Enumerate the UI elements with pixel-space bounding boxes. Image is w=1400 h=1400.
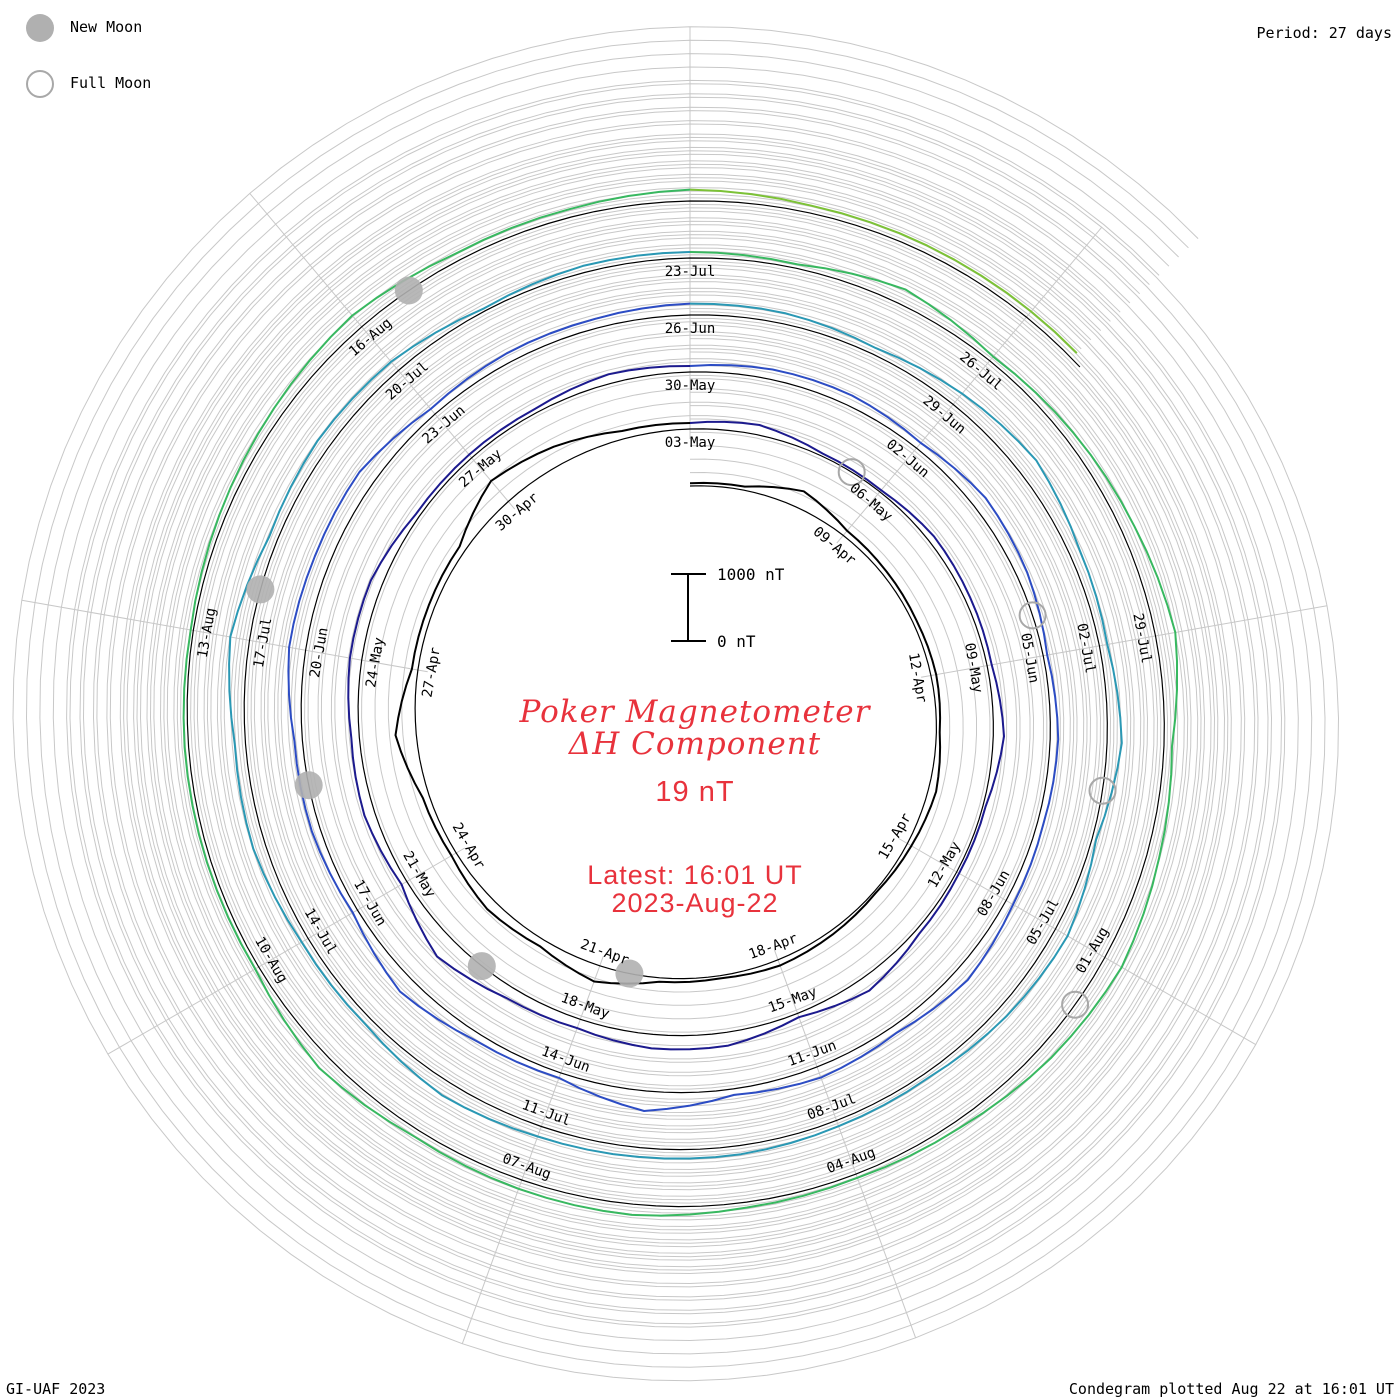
grid-spiral-5 <box>119 133 1232 1275</box>
legend-full-moon-label: Full Moon <box>70 74 152 92</box>
full-moon-marker-1 <box>837 458 866 487</box>
grid-spiral-13 <box>12 26 1340 1382</box>
new-moon-marker-4 <box>246 575 275 604</box>
scale-bar-bottom-label: 0 nT <box>717 632 756 651</box>
grid-spiral-3 <box>146 160 1206 1248</box>
baseline-spiral <box>186 200 1165 1208</box>
date-label-18-apr: 18-Apr <box>747 931 800 963</box>
date-label-24-apr: 24-Apr <box>449 820 488 872</box>
date-label-26-jun: 26-Jun <box>665 321 716 337</box>
spiral-baseline <box>186 200 1165 1208</box>
grid-spiral-8 <box>79 93 1273 1315</box>
period-label: Period: 27 days <box>1256 24 1392 42</box>
moon-phase-markers <box>246 276 1117 1019</box>
date-label-20-jun: 20-Jun <box>307 626 332 679</box>
date-label-02-jun: 02-Jun <box>883 436 932 481</box>
trace-segment-1 <box>394 422 942 985</box>
date-label-05-jun: 05-Jun <box>1017 632 1042 685</box>
date-label-30-may: 30-May <box>665 378 716 394</box>
full-moon-icon <box>26 70 54 98</box>
spoke-3 <box>921 605 1328 678</box>
date-label-23-jul: 23-Jul <box>665 264 716 280</box>
footer-plot-time: Condegram plotted Aug 22 at 16:01 UT <box>1068 1380 1394 1398</box>
date-label-12-may: 12-May <box>925 839 964 891</box>
date-label-27-apr: 27-Apr <box>419 646 444 699</box>
grid-spiral-9 <box>66 79 1286 1328</box>
grid-spiral-2 <box>159 173 1192 1234</box>
spoke-15 <box>107 847 466 1055</box>
date-label-30-apr: 30-Apr <box>493 490 542 535</box>
full-moon-marker-3 <box>1088 776 1117 805</box>
date-label-12-apr: 12-Apr <box>905 652 930 705</box>
date-label-15-apr: 15-Apr <box>876 811 915 863</box>
date-label-23-jun: 23-Jun <box>419 403 468 448</box>
grid-spiral-11 <box>39 53 1313 1355</box>
new-moon-marker-1 <box>615 959 644 988</box>
spiral-grid <box>12 26 1340 1382</box>
date-label-03-may: 03-May <box>665 435 716 451</box>
date-label-02-jul: 02-Jul <box>1073 622 1098 675</box>
new-moon-marker-5 <box>394 276 423 305</box>
date-label-09-may: 09-May <box>961 642 986 695</box>
spoke-12 <box>461 956 604 1344</box>
scale-bar: 1000 nT 0 nT <box>671 565 785 651</box>
grid-spiral-7 <box>92 106 1259 1301</box>
date-label-24-may: 24-May <box>363 636 388 689</box>
grid-spiral-1 <box>173 187 1179 1221</box>
trace-segment-2 <box>347 365 1005 1051</box>
spoke-9 <box>774 950 917 1338</box>
date-label-27-may: 27-May <box>456 446 505 491</box>
trace-segment-3 <box>287 302 1060 1112</box>
date-spokes <box>21 26 1328 1344</box>
grid-spiral-10 <box>52 66 1299 1342</box>
legend-new-moon-label: New Moon <box>70 18 143 36</box>
trace-segment-5 <box>182 188 1178 1217</box>
trace-segment-4 <box>228 251 1123 1160</box>
date-label-17-jul: 17-Jul <box>251 617 276 670</box>
date-label-21-apr: 21-Apr <box>578 936 631 968</box>
date-label-29-jul: 29-Jul <box>1129 612 1154 665</box>
spoke-21 <box>249 193 516 510</box>
new-moon-icon <box>26 14 54 42</box>
magnetometer-trace <box>182 188 1178 1217</box>
grid-spiral-6 <box>106 120 1246 1288</box>
trace-segment-6 <box>689 188 1078 354</box>
date-label-13-aug: 13-Aug <box>195 607 220 660</box>
new-moon-marker-2 <box>467 952 496 981</box>
full-moon-marker-4 <box>1061 990 1090 1019</box>
full-moon-marker-2 <box>1018 601 1047 630</box>
spoke-18 <box>21 599 428 673</box>
date-label-09-apr: 09-Apr <box>810 524 859 569</box>
new-moon-marker-3 <box>294 771 323 800</box>
spoke-6 <box>898 838 1256 1046</box>
grid-spiral-12 <box>25 39 1326 1368</box>
scale-bar-top-label: 1000 nT <box>717 565 785 584</box>
date-label-10-aug: 10-Aug <box>251 934 290 986</box>
grid-spiral-4 <box>133 146 1219 1261</box>
footer-credit: GI-UAF 2023 <box>6 1380 106 1398</box>
